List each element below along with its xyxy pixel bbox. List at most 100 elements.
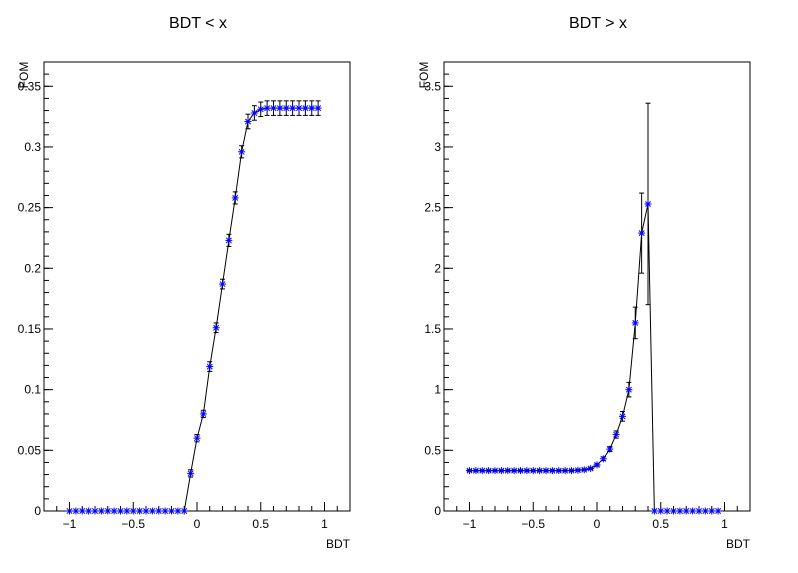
data-point bbox=[676, 507, 684, 515]
data-point bbox=[638, 229, 646, 237]
data-point bbox=[117, 507, 124, 515]
data-point bbox=[142, 507, 150, 515]
data-point bbox=[606, 445, 614, 453]
data-point bbox=[91, 507, 99, 515]
data-point bbox=[85, 507, 93, 515]
y-tick-label: 0.25 bbox=[18, 201, 42, 215]
y-tick-label: 1 bbox=[434, 383, 441, 397]
data-point bbox=[695, 507, 703, 515]
data-point bbox=[650, 507, 658, 515]
data-point bbox=[536, 467, 544, 475]
data-point bbox=[478, 467, 486, 475]
data-point bbox=[701, 507, 709, 515]
data-point bbox=[568, 467, 575, 475]
data-point bbox=[625, 386, 633, 394]
data-marks bbox=[466, 102, 722, 515]
data-point bbox=[529, 467, 537, 475]
data-point bbox=[129, 507, 137, 515]
data-point bbox=[276, 104, 284, 112]
x-tick-label: −0.5 bbox=[121, 517, 145, 531]
data-point bbox=[187, 469, 195, 477]
y-tick-label: 0.5 bbox=[424, 443, 441, 457]
data-point bbox=[104, 507, 112, 515]
data-point bbox=[295, 104, 303, 112]
data-point bbox=[714, 507, 722, 515]
data-point bbox=[497, 467, 505, 475]
y-axis-label: FOM bbox=[17, 62, 31, 89]
data-point bbox=[542, 467, 550, 475]
y-tick-label: 0.05 bbox=[18, 443, 42, 457]
y-tick-label: 0 bbox=[34, 504, 41, 518]
data-point bbox=[212, 324, 220, 332]
data-point bbox=[580, 466, 588, 474]
x-axis-label: BDT bbox=[326, 537, 351, 551]
y-tick-label: 0.1 bbox=[24, 383, 41, 397]
data-point bbox=[110, 507, 118, 515]
y-axis-label: FOM bbox=[417, 62, 431, 89]
data-point bbox=[466, 467, 473, 475]
data-point bbox=[708, 507, 716, 515]
data-point bbox=[612, 431, 620, 439]
data-point bbox=[174, 507, 182, 515]
data-point bbox=[148, 507, 156, 515]
data-point bbox=[263, 104, 271, 112]
x-tick-label: 0.5 bbox=[652, 517, 669, 531]
data-point bbox=[180, 507, 188, 515]
x-tick-label: −1 bbox=[463, 517, 477, 531]
data-point bbox=[644, 200, 652, 208]
y-tick-label: 1.5 bbox=[424, 322, 441, 336]
data-point bbox=[97, 507, 105, 515]
data-point bbox=[301, 104, 309, 112]
x-tick-label: 0.5 bbox=[252, 517, 269, 531]
x-tick-label: −1 bbox=[63, 517, 77, 531]
data-point bbox=[66, 507, 73, 515]
x-tick-label: 1 bbox=[721, 517, 728, 531]
data-point bbox=[491, 467, 499, 475]
data-point bbox=[257, 105, 265, 113]
data-point bbox=[308, 104, 316, 112]
x-tick-label: −0.5 bbox=[521, 517, 545, 531]
data-point bbox=[225, 236, 233, 244]
y-tick-label: 2 bbox=[434, 261, 441, 275]
data-point bbox=[689, 507, 697, 515]
data-point bbox=[219, 280, 226, 288]
axis-ticks: −1 −0.5 0 0.5 1 0 0.5 1 1.5 2 2.5 3 3.5 bbox=[424, 61, 738, 531]
y-tick-label: 3 bbox=[434, 140, 441, 154]
y-tick-label: 0.35 bbox=[18, 79, 42, 93]
data-point bbox=[670, 507, 677, 515]
data-point bbox=[548, 467, 556, 475]
y-tick-label: 3.5 bbox=[424, 79, 441, 93]
data-point bbox=[574, 466, 582, 474]
panel-bdt-greater-than: BDT > x FOM BDT −1 −0.5 0 0.5 1 0 0.5 1 1.5 2 2.5 3… bbox=[417, 15, 751, 551]
data-point bbox=[599, 455, 607, 463]
panel-bdt-less-than: BDT < x FOM BDT −1 −0.5 0 0.5 1 0 0.05 0.1 0.15 0… bbox=[17, 15, 351, 551]
data-point bbox=[168, 507, 175, 515]
y-tick-label: 2.5 bbox=[424, 201, 441, 215]
data-point bbox=[682, 507, 690, 515]
data-point bbox=[523, 467, 531, 475]
data-point bbox=[631, 319, 639, 327]
data-point bbox=[72, 507, 80, 515]
data-point bbox=[206, 363, 214, 371]
data-point bbox=[314, 104, 322, 112]
y-tick-label: 0.15 bbox=[18, 322, 42, 336]
x-tick-label: 0 bbox=[194, 517, 201, 531]
chart-title: BDT < x bbox=[169, 15, 227, 32]
x-axis-label: BDT bbox=[726, 537, 751, 551]
data-point bbox=[231, 194, 239, 202]
y-tick-label: 0.2 bbox=[24, 261, 41, 275]
y-tick-label: 0.3 bbox=[24, 140, 41, 154]
data-point bbox=[663, 507, 671, 515]
data-point bbox=[472, 467, 480, 475]
data-point bbox=[123, 507, 131, 515]
data-point bbox=[504, 467, 512, 475]
data-point bbox=[657, 507, 665, 515]
data-point bbox=[155, 507, 163, 515]
data-point bbox=[282, 104, 290, 112]
y-tick-label: 0 bbox=[434, 504, 441, 518]
data-point bbox=[593, 461, 601, 469]
data-point bbox=[289, 104, 297, 112]
data-point bbox=[619, 412, 626, 420]
